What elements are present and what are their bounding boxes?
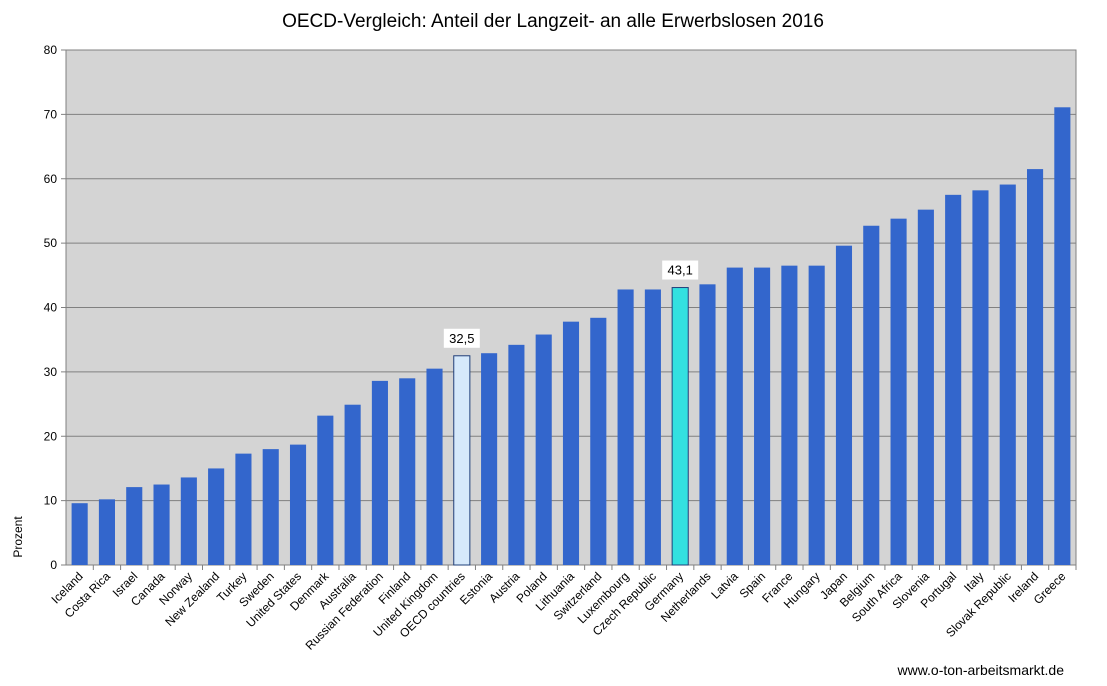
bar — [481, 353, 498, 565]
y-tick-label: 10 — [44, 494, 58, 508]
bar — [917, 209, 934, 565]
bar — [344, 404, 361, 565]
data-label: 43,1 — [668, 263, 693, 278]
y-tick-label: 60 — [44, 172, 58, 186]
bar — [235, 453, 252, 565]
bar — [180, 477, 197, 565]
bar — [863, 225, 880, 565]
bar — [890, 218, 907, 565]
data-label-box — [443, 328, 480, 348]
x-tick-label: Latvia — [708, 569, 741, 602]
bar — [699, 284, 716, 565]
bar — [371, 380, 388, 565]
bar — [972, 190, 989, 565]
bar — [426, 368, 443, 565]
bar — [289, 444, 307, 565]
bar — [317, 415, 334, 565]
bar — [399, 378, 416, 565]
bar — [671, 287, 689, 566]
source-label: www.o-ton-arbeitsmarkt.de — [896, 662, 1064, 678]
bar — [754, 267, 771, 565]
bar — [1054, 107, 1071, 565]
y-tick-label: 70 — [44, 107, 58, 121]
bar — [945, 194, 962, 565]
bar — [808, 265, 825, 565]
bar — [562, 321, 580, 565]
bar — [535, 334, 552, 565]
bar — [508, 344, 525, 565]
bar — [98, 499, 115, 565]
bar — [617, 289, 634, 565]
bar — [153, 484, 170, 565]
bar — [781, 265, 798, 565]
y-axis-label: Prozent — [11, 516, 25, 558]
bar — [590, 317, 607, 565]
bar — [644, 289, 661, 565]
bar — [726, 267, 743, 565]
bar — [453, 355, 471, 566]
y-tick-label: 20 — [44, 429, 58, 443]
bar — [208, 468, 225, 565]
bar — [262, 449, 279, 565]
data-label-box — [662, 260, 699, 280]
bar — [1027, 169, 1044, 565]
y-tick-label: 30 — [44, 365, 58, 379]
data-label: 32,5 — [449, 331, 474, 346]
bar — [71, 503, 88, 565]
bar — [835, 245, 853, 565]
y-tick-label: 0 — [50, 558, 57, 572]
bar — [126, 487, 143, 565]
bar — [999, 184, 1016, 565]
y-tick-label: 40 — [44, 301, 58, 315]
y-tick-label: 80 — [44, 43, 58, 57]
y-tick-label: 50 — [44, 236, 58, 250]
chart-title: OECD-Vergleich: Anteil der Langzeit- an … — [282, 11, 824, 32]
